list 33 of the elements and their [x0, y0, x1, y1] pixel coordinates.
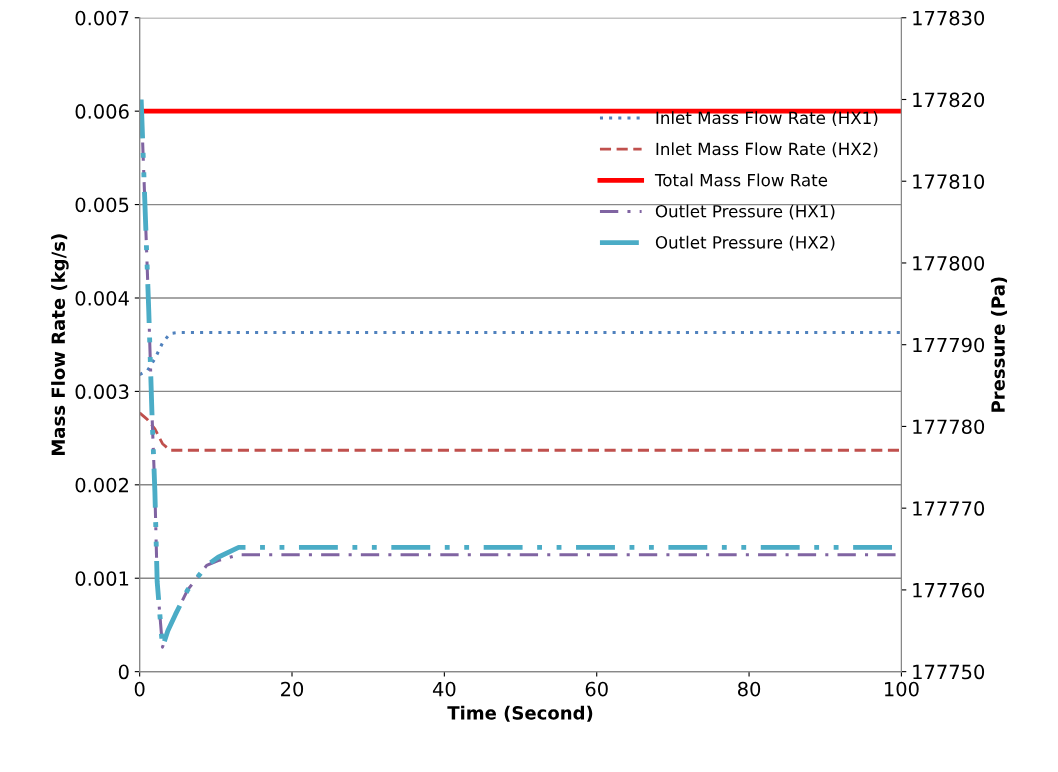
- y-tick-label: 0.005: [75, 197, 129, 213]
- y-tick-label: 0.007: [75, 10, 129, 26]
- y2-tick-label: 177800: [913, 255, 985, 271]
- y2-tick-label: 177750: [913, 664, 985, 680]
- y-tick-label: 0.002: [75, 477, 128, 493]
- legend-label: Inlet Mass Flow Rate (HX2): [656, 142, 878, 158]
- y-tick-label: 0.006: [75, 104, 129, 119]
- y-tick-label: 0.001: [75, 571, 129, 586]
- legend-label: Total Mass Flow Rate: [654, 173, 828, 187]
- y-tick-label: 0.003: [75, 384, 129, 400]
- y-axis-title: Mass Flow Rate (kg/s): [51, 234, 69, 455]
- legend-label: Inlet Mass Flow Rate (HX1): [656, 111, 878, 127]
- legend-label: Outlet Pressure (HX2): [655, 235, 835, 251]
- y2-tick-label: 177780: [913, 419, 985, 435]
- y2-tick-label: 177790: [913, 337, 985, 353]
- y2-axis-title: Pressure (Pa): [990, 277, 1008, 412]
- x-tick-label: 20: [281, 681, 304, 697]
- x-tick-label: 100: [884, 681, 919, 697]
- x-tick-label: 60: [585, 681, 608, 697]
- x-tick-label: 80: [738, 681, 761, 697]
- y2-tick-label: 177830: [913, 10, 985, 26]
- y-tick-label: 0: [118, 664, 129, 680]
- x-tick-label: 40: [432, 681, 456, 697]
- legend-label: Outlet Pressure (HX1): [655, 204, 835, 220]
- line-series: [139, 411, 902, 452]
- line-series: [139, 331, 902, 377]
- x-axis-title: Time (Second): [447, 705, 593, 722]
- y2-tick-label: 177760: [913, 582, 985, 598]
- y2-tick-label: 177820: [913, 92, 985, 108]
- y2-tick-label: 177810: [913, 174, 985, 189]
- x-tick-label: 0: [134, 681, 145, 697]
- y2-tick-label: 177770: [913, 501, 985, 516]
- y-tick-label: 0.004: [75, 290, 129, 306]
